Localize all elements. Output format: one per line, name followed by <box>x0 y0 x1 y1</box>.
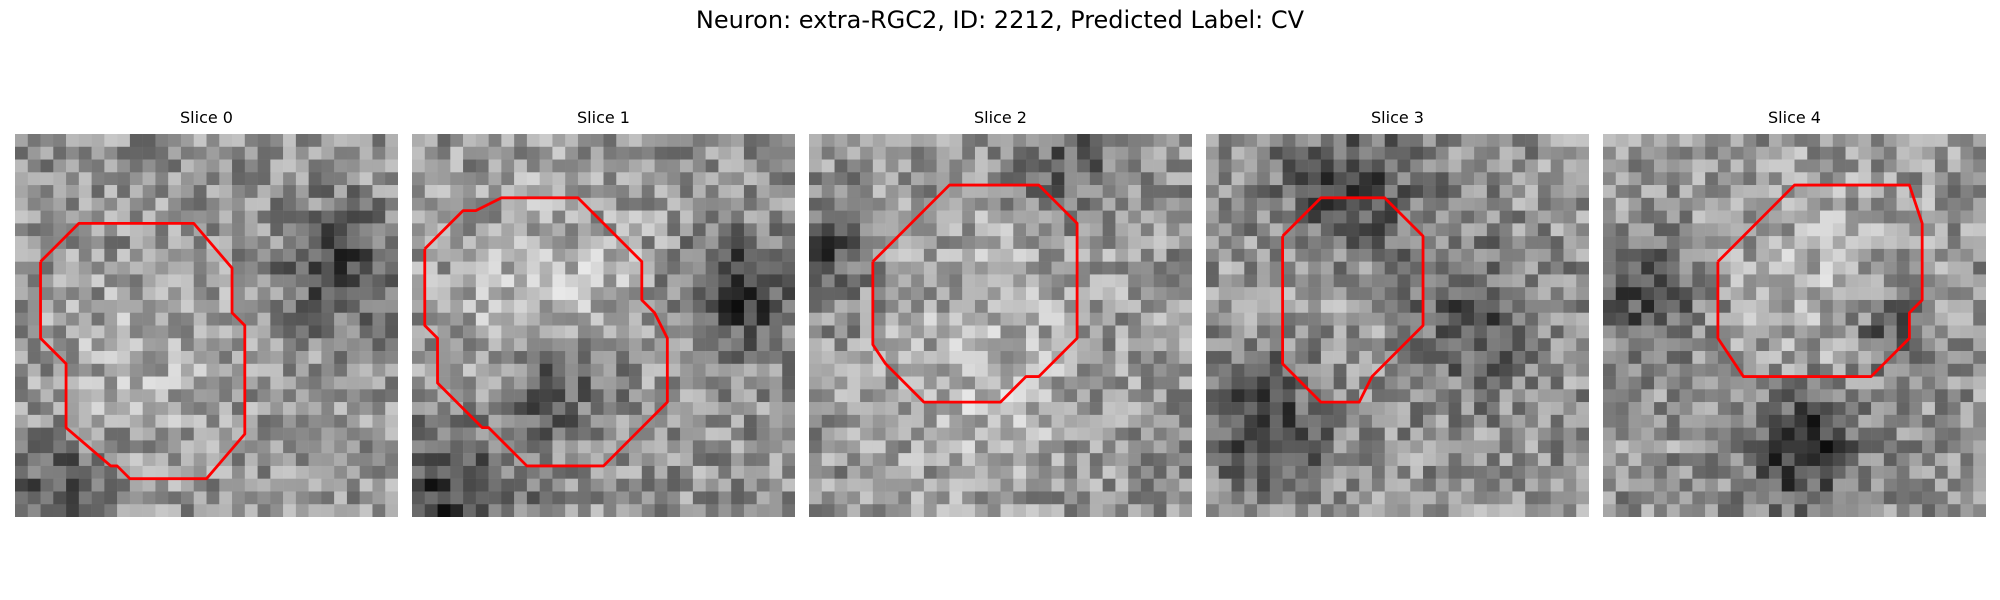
grayscale-pixels <box>809 134 1192 517</box>
slice-image <box>1206 134 1589 517</box>
slice-image <box>412 134 795 517</box>
slice-image <box>809 134 1192 517</box>
contour-outline <box>39 221 247 481</box>
grayscale-pixels <box>1206 134 1589 517</box>
grayscale-pixels <box>1603 134 1986 517</box>
slice-title: Slice 0 <box>180 108 233 127</box>
contour-outline <box>1716 183 1924 378</box>
contour-outline <box>1281 196 1425 404</box>
slice-title: Slice 3 <box>1371 108 1424 127</box>
grayscale-pixels <box>412 134 795 517</box>
contour-outline <box>423 196 669 468</box>
contour-outline <box>871 183 1079 404</box>
slice-image <box>15 134 398 517</box>
slice-title: Slice 4 <box>1768 108 1821 127</box>
figure-title: Neuron: extra-RGC2, ID: 2212, Predicted … <box>695 6 1305 34</box>
slice-title: Slice 2 <box>974 108 1027 127</box>
grayscale-pixels <box>15 134 398 517</box>
slice-title: Slice 1 <box>577 108 630 127</box>
slice-image <box>1603 134 1986 517</box>
